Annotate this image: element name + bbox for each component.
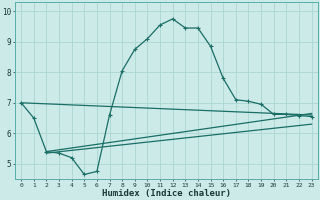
X-axis label: Humidex (Indice chaleur): Humidex (Indice chaleur) (102, 189, 231, 198)
